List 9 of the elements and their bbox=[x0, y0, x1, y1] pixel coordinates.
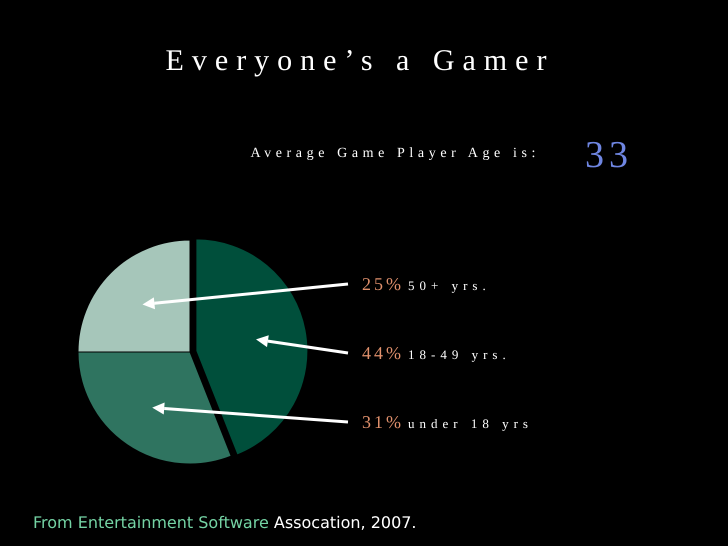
slice-label: 18-49 yrs. bbox=[408, 347, 511, 362]
data-label: 25% bbox=[362, 274, 404, 294]
data-label: 44% bbox=[362, 343, 404, 363]
text: From Entertainment Software Assocation, 2007. bbox=[33, 513, 417, 532]
text: Average Game Player Age is: 33 bbox=[250, 134, 633, 176]
data-label: 31% bbox=[362, 412, 404, 432]
slice-label: under 18 yrs bbox=[408, 416, 533, 431]
slice-label: 50+ yrs. bbox=[408, 278, 491, 293]
chart-title: Everyone’s a Gamer bbox=[166, 44, 554, 77]
